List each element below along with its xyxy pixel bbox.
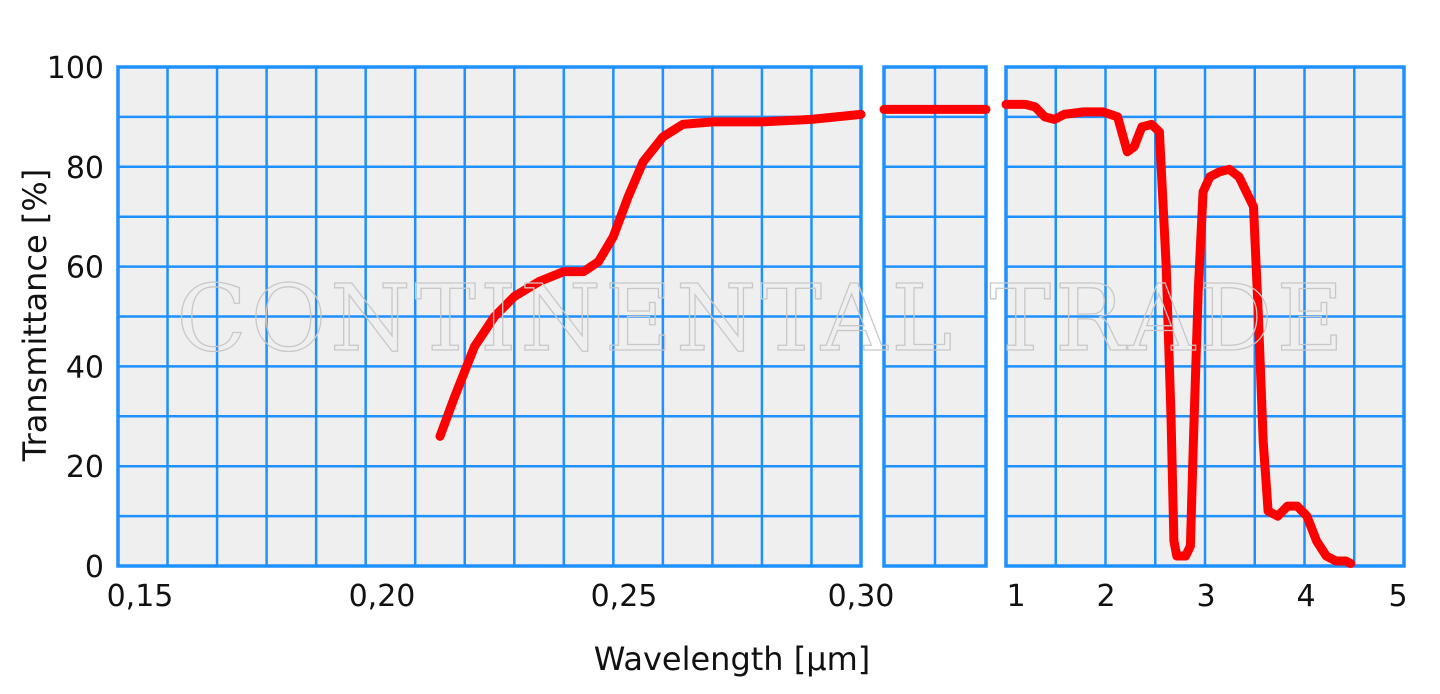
- y-tick-label: 40: [66, 350, 104, 385]
- y-tick-label: 100: [47, 51, 104, 86]
- x-tick-labels: 0,15 0,20 0,25 0,30 1 2 3 4 5: [107, 579, 1408, 614]
- panel-ir: [1004, 65, 1406, 568]
- y-tick-labels: 0 20 40 60 80 100: [47, 51, 104, 585]
- plot-border-uv: [116, 65, 863, 568]
- panel-uv: [116, 65, 863, 568]
- plot-border-mid: [882, 65, 988, 568]
- x-tick-label: 5: [1388, 579, 1407, 614]
- watermark-text: CONTINENTAL TRADE: [176, 265, 1347, 372]
- y-axis-title: Transmittance [%]: [16, 169, 54, 462]
- panel-mid: [882, 65, 988, 568]
- x-tick-label: 0,20: [349, 579, 416, 614]
- series-lines: [435, 99, 1356, 568]
- x-tick-label: 0,25: [591, 579, 658, 614]
- y-tick-label: 20: [66, 450, 104, 485]
- x-tick-label: 1: [1006, 579, 1025, 614]
- plot-panels: [116, 65, 1406, 568]
- series-line-uv: [435, 109, 866, 441]
- x-tick-label: 0,30: [828, 579, 895, 614]
- x-tick-label: 2: [1096, 579, 1115, 614]
- y-tick-label: 0: [85, 550, 104, 585]
- y-tick-label: 80: [66, 151, 104, 186]
- y-tick-label: 60: [66, 251, 104, 286]
- x-axis-title: Wavelength [µm]: [594, 640, 871, 678]
- series-line-ir: [1001, 99, 1356, 568]
- plot-border-ir: [1004, 65, 1406, 568]
- x-tick-label: 0,15: [107, 579, 174, 614]
- x-tick-label: 4: [1296, 579, 1315, 614]
- x-tick-label: 3: [1196, 579, 1215, 614]
